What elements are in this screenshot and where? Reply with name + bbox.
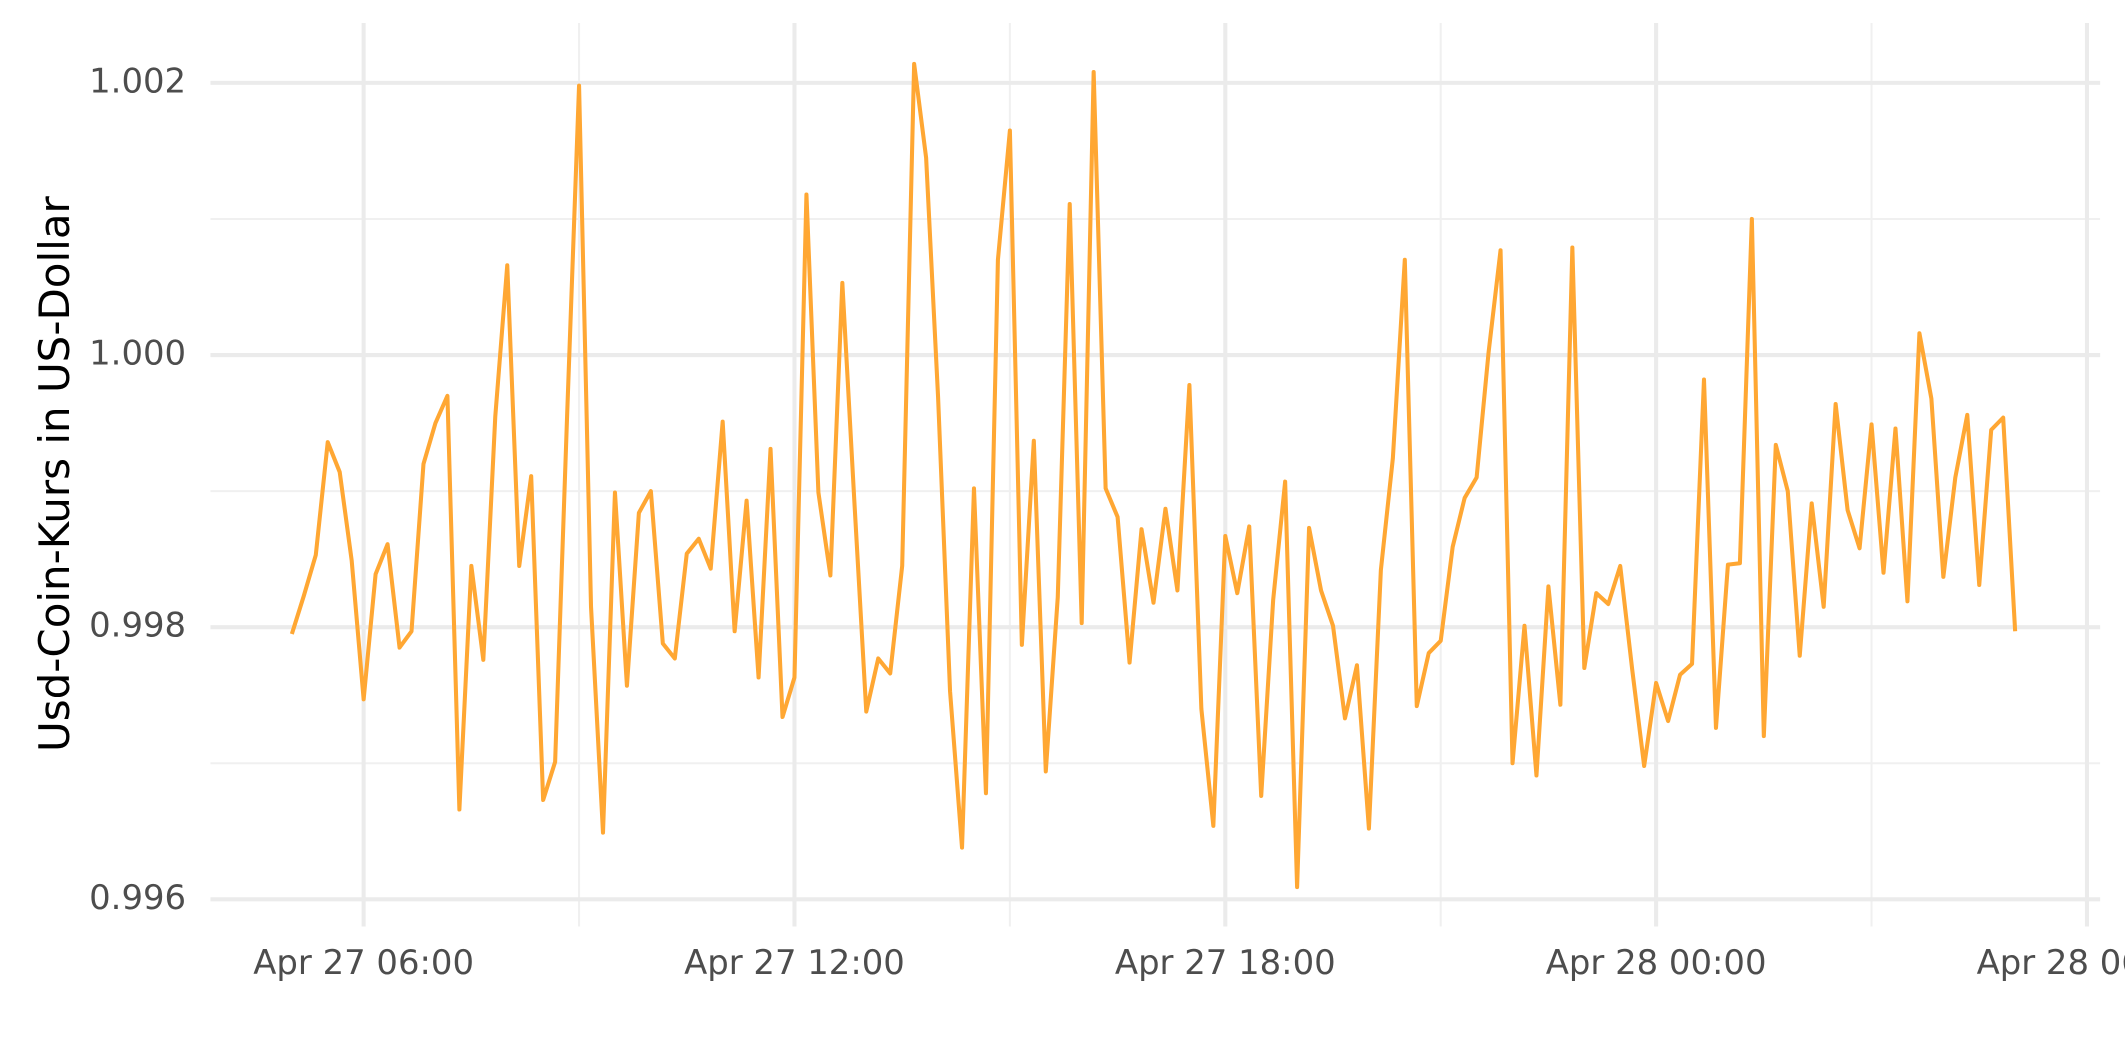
x-tick-label: Apr 27 18:00 bbox=[1115, 943, 1336, 982]
data-line bbox=[289, 61, 2018, 890]
x-tick-label: Apr 27 06:00 bbox=[253, 943, 474, 982]
x-tick-label: Apr 27 12:00 bbox=[684, 943, 905, 982]
y-tick-label: 1.002 bbox=[89, 61, 186, 100]
y-tick-label: 1.000 bbox=[89, 334, 186, 373]
x-tick-label: Apr 28 06:00 bbox=[1977, 943, 2125, 982]
y-tick-label: 0.998 bbox=[89, 606, 186, 645]
y-tick-label: 0.996 bbox=[89, 878, 186, 917]
x-tick-label: Apr 28 00:00 bbox=[1546, 943, 1767, 982]
y-axis-title: Usd-Coin-Kurs in US-Dollar bbox=[30, 195, 79, 752]
